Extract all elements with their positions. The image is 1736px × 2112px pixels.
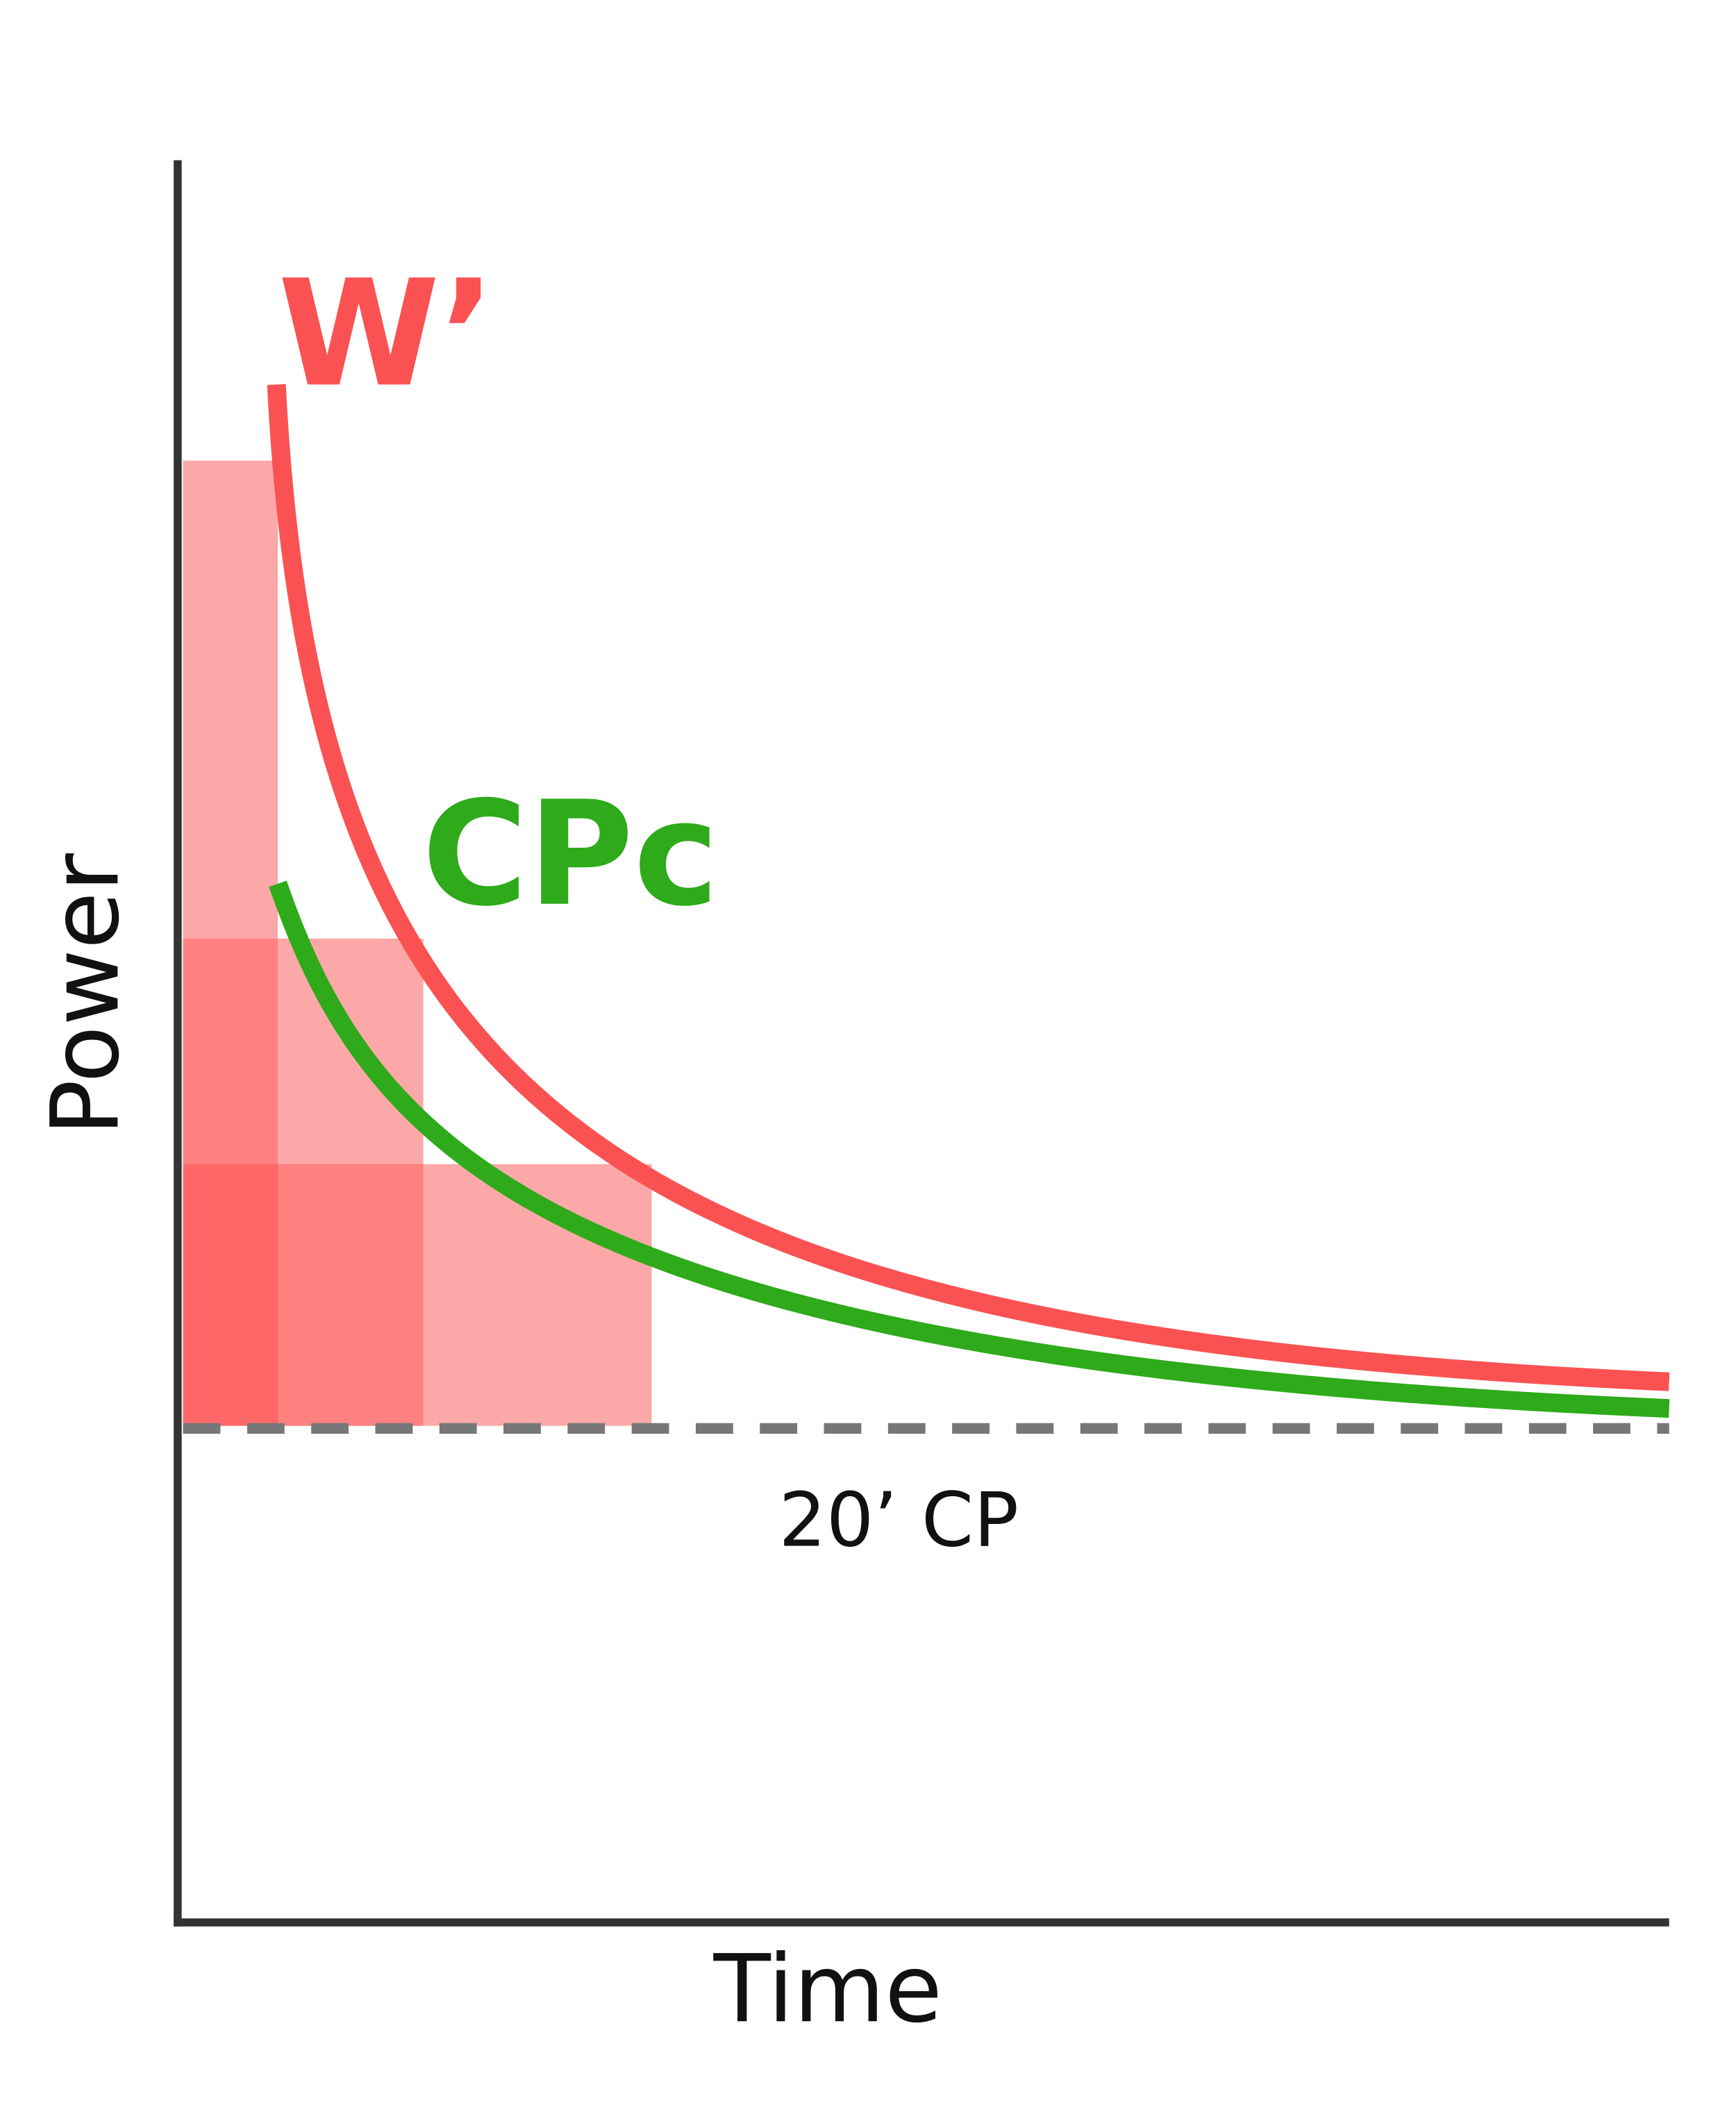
y-axis-label: Power: [31, 853, 140, 1136]
block-overlap: [183, 938, 278, 1164]
cpc-curve: [269, 880, 1670, 1418]
cpc-label: CPc: [422, 770, 719, 938]
w-prime-label: W’: [278, 249, 496, 419]
x-axis-label: Time: [713, 1934, 942, 2043]
block-overlap: [183, 1164, 278, 1426]
w-prime-curve: [267, 384, 1670, 1391]
block-overlap: [278, 1164, 424, 1426]
cp-label: 20’ CP: [778, 1477, 1019, 1564]
